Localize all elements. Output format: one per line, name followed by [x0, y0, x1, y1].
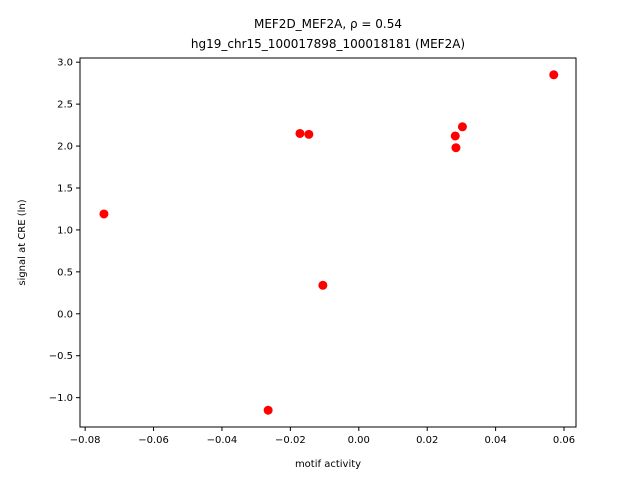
scatter-point [451, 143, 461, 153]
x-tick-label: −0.02 [275, 435, 306, 446]
y-tick-label: 0.0 [57, 309, 73, 320]
x-tick-label: 0.06 [553, 435, 575, 446]
scatter-point [263, 405, 273, 415]
chart-title-line1: MEF2D_MEF2A, ρ = 0.54 [254, 17, 402, 31]
y-tick-label: 2.0 [57, 142, 73, 153]
scatter-point [457, 122, 467, 132]
scatter-point [295, 128, 305, 138]
x-axis-label: motif activity [295, 459, 361, 470]
y-tick-label: 3.0 [57, 58, 73, 69]
x-tick-label: 0.02 [416, 435, 438, 446]
chart-title-line2: hg19_chr15_100017898_100018181 (MEF2A) [191, 37, 465, 51]
y-tick-label: 0.5 [57, 267, 73, 278]
y-axis-label: signal at CRE (ln) [17, 199, 28, 285]
scatter-point [99, 209, 109, 219]
y-tick-label: −1.0 [49, 393, 73, 404]
x-tick-label: 0.04 [484, 435, 506, 446]
y-tick-label: 1.0 [57, 225, 73, 236]
scatter-point [450, 131, 460, 141]
x-tick-label: −0.08 [70, 435, 101, 446]
plot-frame [79, 57, 577, 428]
scatter-point [304, 129, 314, 139]
y-tick-label: −0.5 [49, 351, 73, 362]
data-points [99, 70, 559, 415]
y-tick-label: 1.5 [57, 183, 73, 194]
x-tick-label: −0.04 [207, 435, 238, 446]
x-tick-label: −0.06 [138, 435, 169, 446]
y-axis-ticks: −1.0 −0.5 0.0 0.5 1.0 1.5 2.0 2.5 3.0 [49, 58, 80, 404]
x-axis-ticks: −0.08 −0.06 −0.04 −0.02 0.00 0.02 0.04 0.06 [70, 427, 575, 446]
y-tick-label: 2.5 [57, 100, 73, 111]
scatter-point [549, 70, 559, 80]
x-tick-label: 0.00 [348, 435, 370, 446]
scatter-point [318, 280, 328, 290]
